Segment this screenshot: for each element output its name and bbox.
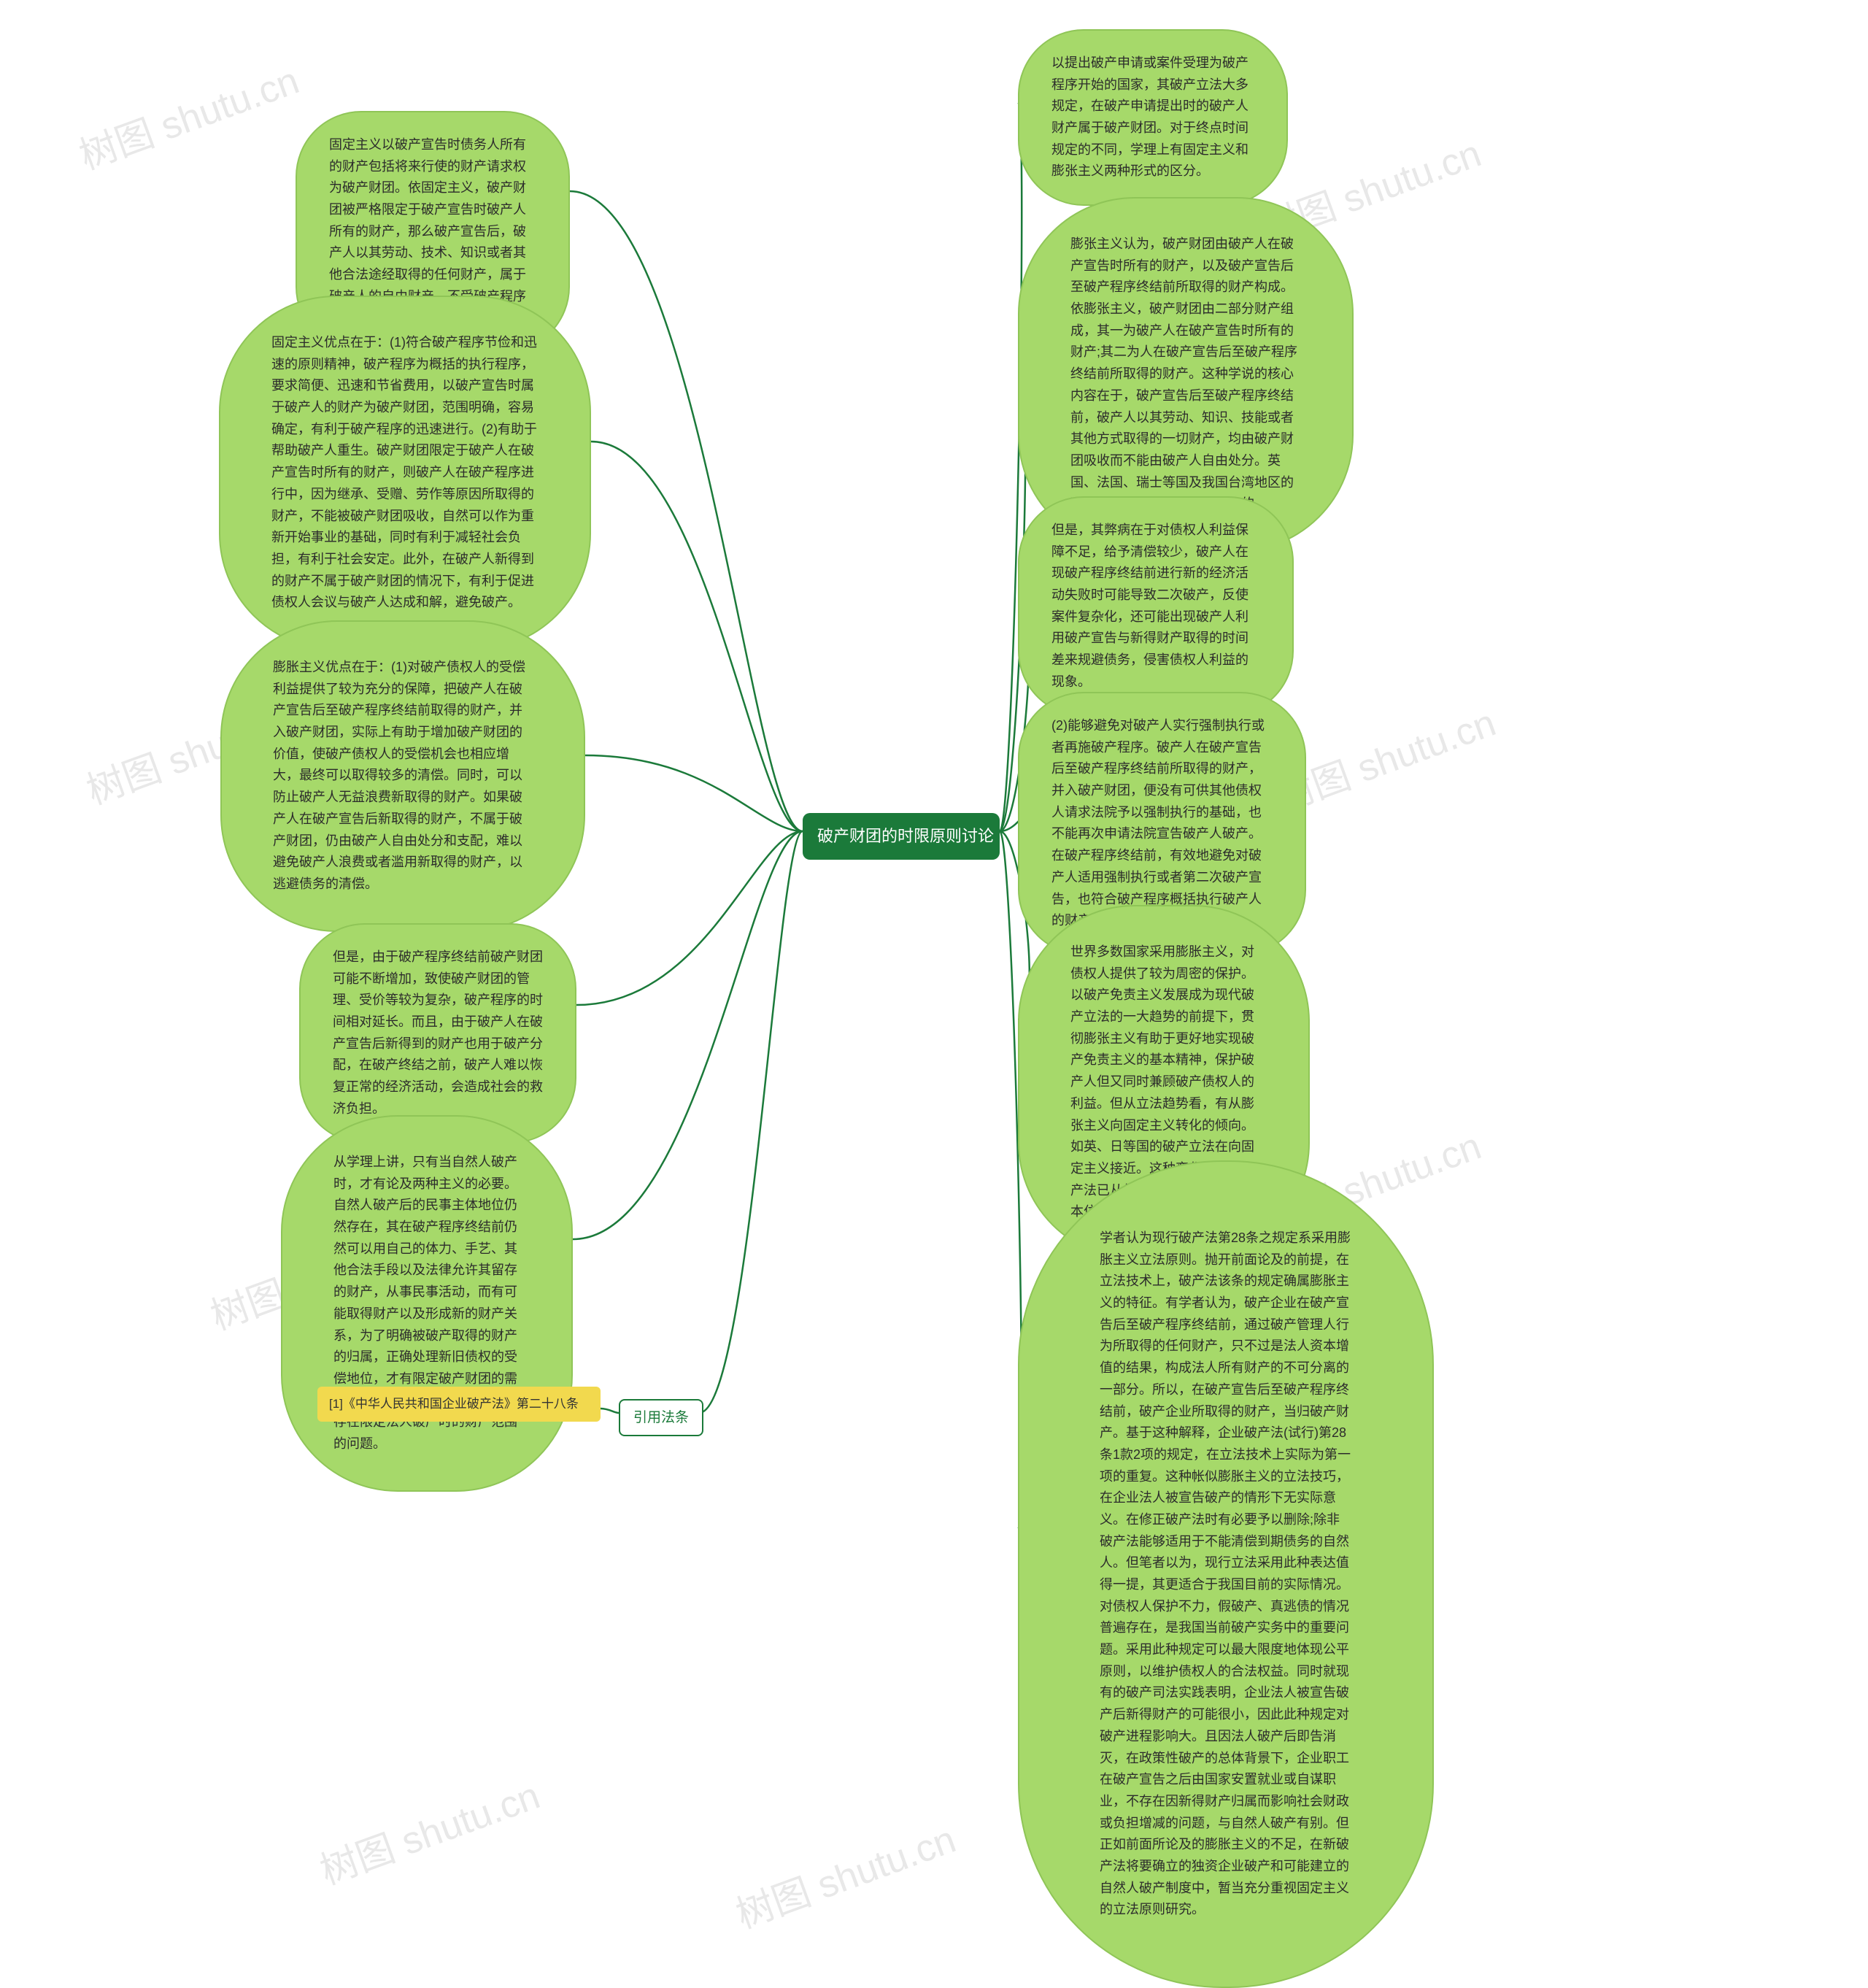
sub-node-citations[interactable]: 引用法条 xyxy=(619,1399,703,1436)
right-node-6[interactable]: 学者认为现行破产法第28条之规定系采用膨胀主义立法原则。抛开前面论及的前提，在立… xyxy=(1018,1160,1434,1988)
right-node-1[interactable]: 以提出破产申请或案件受理为破产程序开始的国家，其破产立法大多规定，在破产申请提出… xyxy=(1018,29,1288,206)
citation-item[interactable]: [1]《中华人民共和国企业破产法》第二十八条 xyxy=(317,1387,601,1422)
connector-layer xyxy=(0,0,1868,1948)
left-node-2[interactable]: 固定主义优点在于：(1)符合破产程序节俭和迅速的原则精神，破产程序为概括的执行程… xyxy=(219,296,591,650)
root-node[interactable]: 破产财团的时限原则讨论 xyxy=(803,813,1000,860)
left-node-3[interactable]: 膨胀主义优点在于：(1)对破产债权人的受偿利益提供了较为充分的保障，把破产人在破… xyxy=(220,620,585,932)
right-node-3[interactable]: 但是，其弊病在于对债权人利益保障不足，给予清偿较少，破产人在现破产程序终结前进行… xyxy=(1018,496,1294,717)
mindmap-canvas: 树图 shutu.cn 树图 shutu.cn 树图 shutu.cn 树图 s… xyxy=(0,0,1868,1948)
left-node-4[interactable]: 但是，由于破产程序终结前破产财团可能不断增加，致使破产财团的管理、受价等较为复杂… xyxy=(299,923,576,1144)
left-node-5[interactable]: 从学理上讲，只有当自然人破产时，才有论及两种主义的必要。自然人破产后的民事主体地… xyxy=(281,1115,573,1492)
